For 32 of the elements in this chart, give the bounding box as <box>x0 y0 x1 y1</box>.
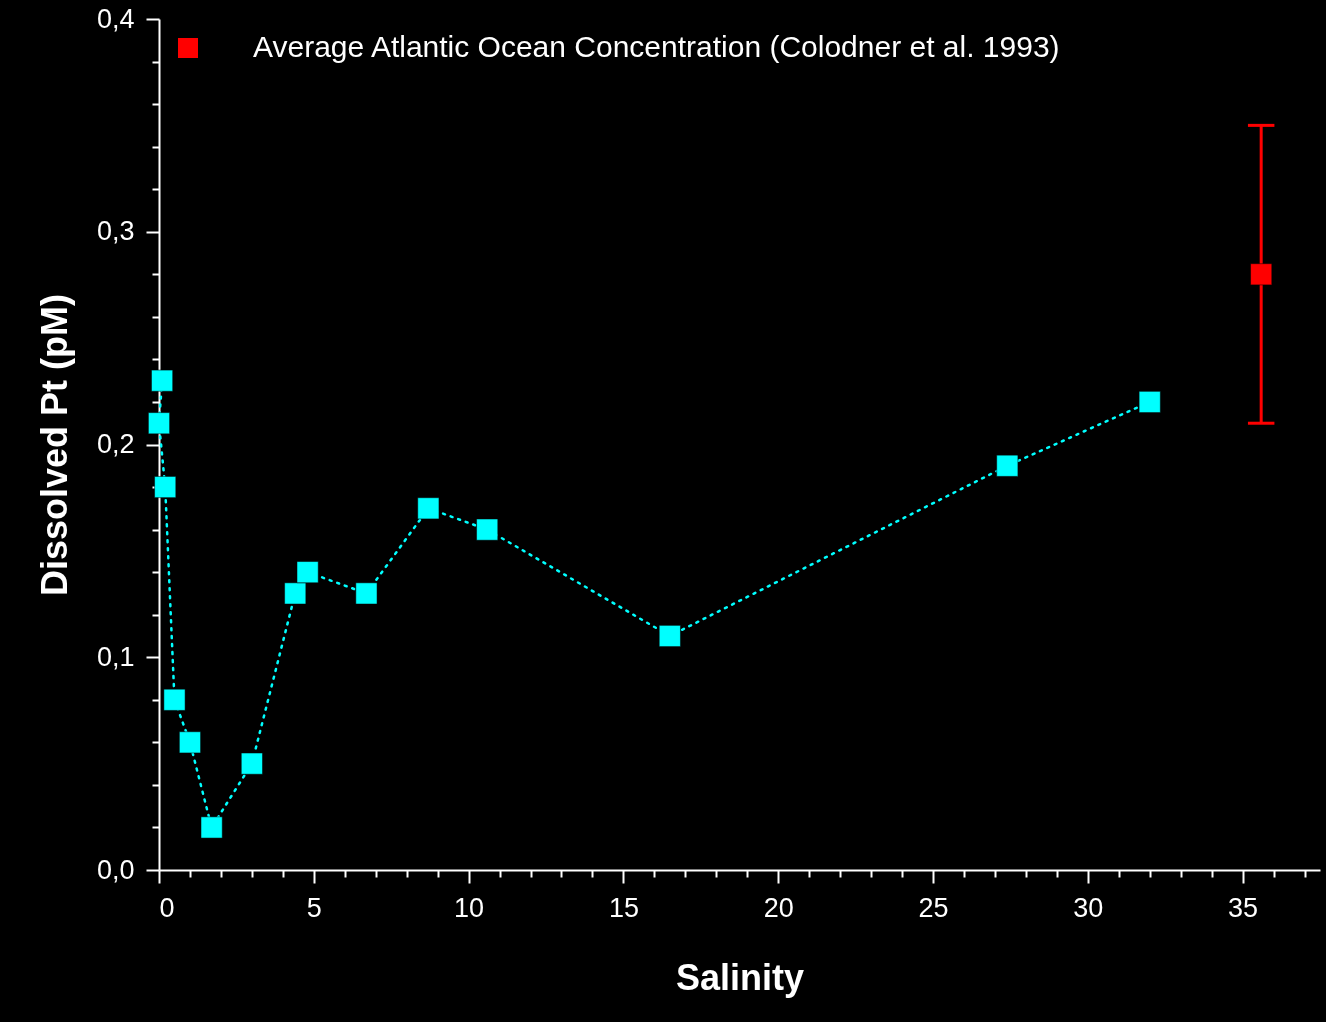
x-tick-label: 5 <box>306 892 322 923</box>
point <box>154 476 177 498</box>
point <box>1138 391 1161 413</box>
y-tick-label: 0,3 <box>96 216 135 247</box>
point <box>200 816 223 839</box>
point <box>163 688 186 711</box>
x-tick-label: 35 <box>1228 892 1259 923</box>
y-tick-label: 0,2 <box>96 429 135 459</box>
point <box>996 454 1019 477</box>
x-tick-label: 0 <box>159 892 175 923</box>
point <box>179 731 201 754</box>
point <box>417 497 440 520</box>
point <box>151 369 173 392</box>
point <box>355 582 378 605</box>
legend-label: Average Atlantic Ocean Concentration (Colodner et al. 1993) <box>253 30 1060 63</box>
x-tick-label: 25 <box>918 892 949 923</box>
x-tick-label: 30 <box>1073 892 1104 923</box>
point <box>1250 263 1273 286</box>
x-axis-title: Salinity <box>675 956 805 998</box>
y-tick-label: 0,4 <box>96 3 135 34</box>
point <box>148 412 170 435</box>
y-tick-label: 0,1 <box>96 641 135 672</box>
x-tick-label: 10 <box>454 892 485 923</box>
point <box>476 518 499 541</box>
point <box>241 752 263 775</box>
y-tick-label: 0,0 <box>96 854 135 885</box>
x-tick-label: 20 <box>763 892 794 923</box>
point <box>658 625 681 647</box>
y-axis-title: Dissolved Pt (pM) <box>33 293 75 597</box>
point <box>296 561 319 584</box>
x-tick-label: 15 <box>608 892 639 923</box>
point <box>284 582 307 605</box>
